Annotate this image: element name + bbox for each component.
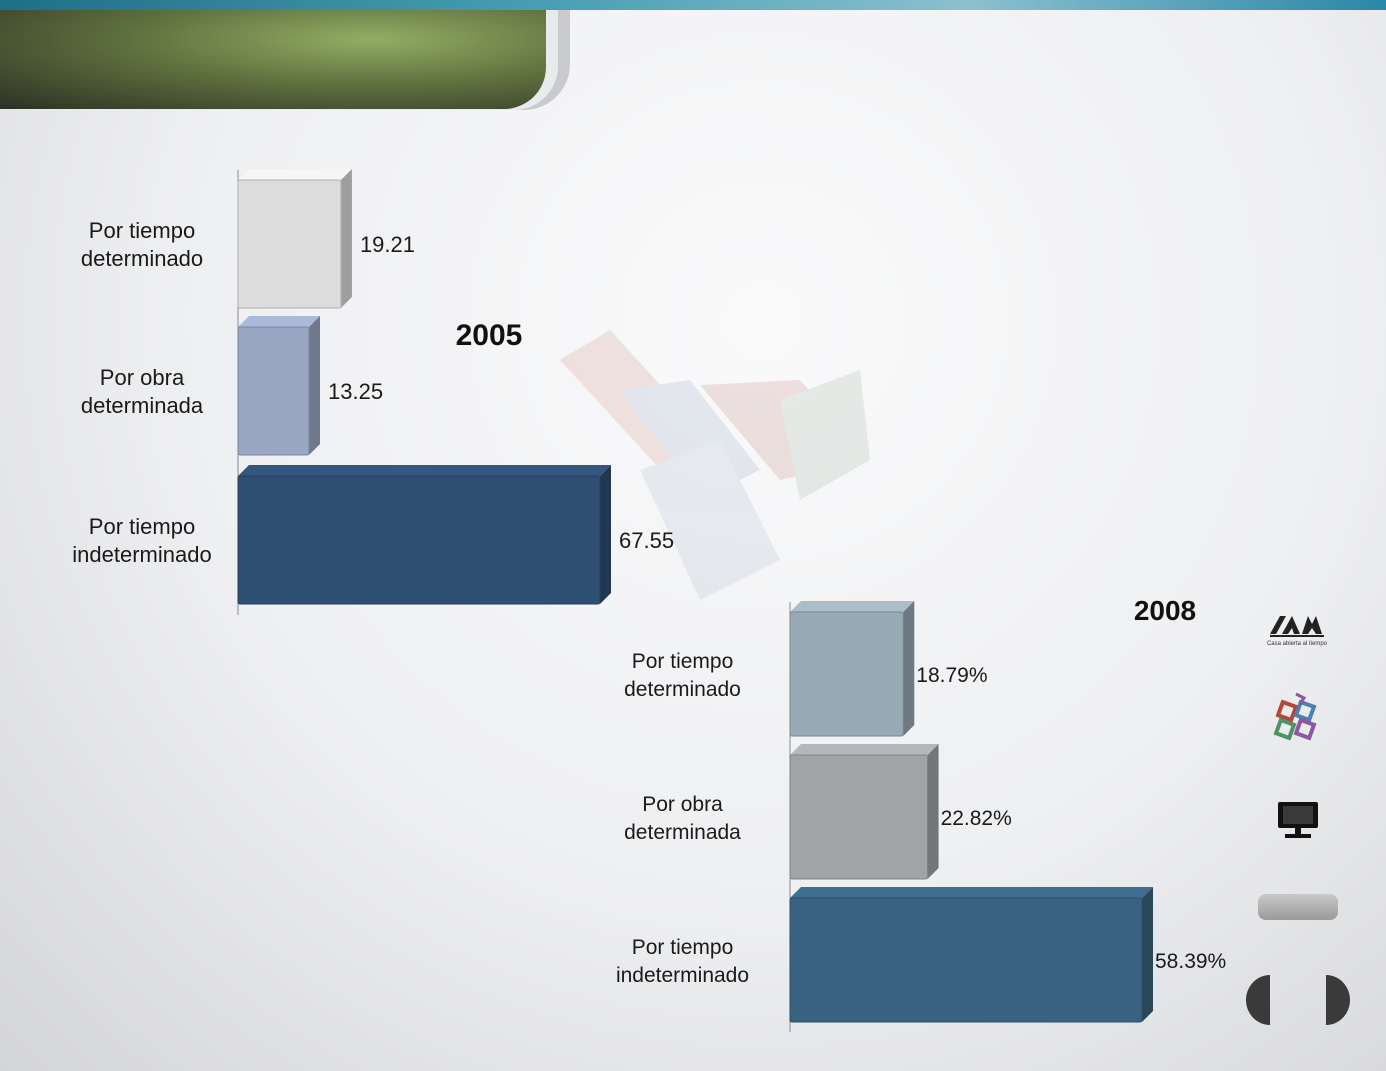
bar bbox=[237, 326, 310, 456]
bar-top-face bbox=[238, 169, 352, 180]
data-label: 58.39% bbox=[1155, 950, 1226, 973]
bar bbox=[237, 475, 601, 605]
top-accent-strip bbox=[0, 0, 1386, 10]
category-tick-label: indeterminado bbox=[72, 542, 211, 567]
monitor-icon[interactable] bbox=[1275, 800, 1321, 840]
data-label: 19.21 bbox=[360, 232, 415, 257]
category-tick-label: determinada bbox=[624, 821, 741, 844]
bar-top-face bbox=[790, 887, 1153, 898]
bar bbox=[789, 611, 904, 737]
next-arrow-icon[interactable] bbox=[1326, 975, 1350, 1025]
uam-logo[interactable]: Casa abierta al tiempo bbox=[1266, 612, 1332, 652]
menu-button[interactable] bbox=[1258, 894, 1338, 920]
chart-title-2005: 2005 bbox=[456, 319, 523, 352]
header-banner bbox=[0, 10, 546, 109]
bar-top-face bbox=[238, 316, 321, 327]
bar-top-face bbox=[238, 465, 611, 476]
category-tick-label: determinado bbox=[81, 246, 203, 271]
category-tick-label: Por obra bbox=[642, 793, 723, 816]
bar-side-face bbox=[903, 601, 915, 736]
bar bbox=[237, 179, 342, 309]
bar bbox=[789, 897, 1143, 1023]
bar-side-face bbox=[340, 169, 352, 308]
category-tick-label: Por tiempo bbox=[632, 936, 734, 959]
data-label: 22.82% bbox=[941, 807, 1012, 830]
bar-top-face bbox=[790, 744, 939, 755]
bar-side-face bbox=[927, 744, 939, 879]
library-icon[interactable] bbox=[1270, 690, 1326, 748]
bar bbox=[789, 754, 929, 880]
category-tick-label: Por tiempo bbox=[89, 514, 195, 539]
chart-title-2008: 2008 bbox=[1134, 595, 1196, 626]
category-tick-label: determinada bbox=[81, 393, 204, 418]
bar-side-face bbox=[309, 316, 321, 455]
category-tick-label: indeterminado bbox=[616, 964, 749, 987]
data-label: 13.25 bbox=[328, 379, 383, 404]
data-label: 67.55 bbox=[619, 528, 674, 553]
chart-2005: 2005 19.21 Por tiempo determinado 13.25 Por … bbox=[72, 169, 674, 615]
data-label: 18.79% bbox=[916, 664, 987, 687]
bar-side-face bbox=[600, 465, 611, 604]
category-tick-label: Por obra bbox=[100, 365, 185, 390]
bar-side-face bbox=[1142, 887, 1153, 1022]
category-tick-label: Por tiempo bbox=[89, 218, 195, 243]
chart-2008: 2008 18.79% Por tiempo determinado 22.82% Po… bbox=[616, 595, 1226, 1032]
category-tick-label: determinado bbox=[624, 678, 741, 701]
category-tick-label: Por tiempo bbox=[632, 650, 734, 673]
bar-top-face bbox=[790, 601, 915, 612]
prev-arrow-icon[interactable] bbox=[1246, 975, 1270, 1025]
uam-logo-tagline: Casa abierta al tiempo bbox=[1267, 641, 1328, 647]
